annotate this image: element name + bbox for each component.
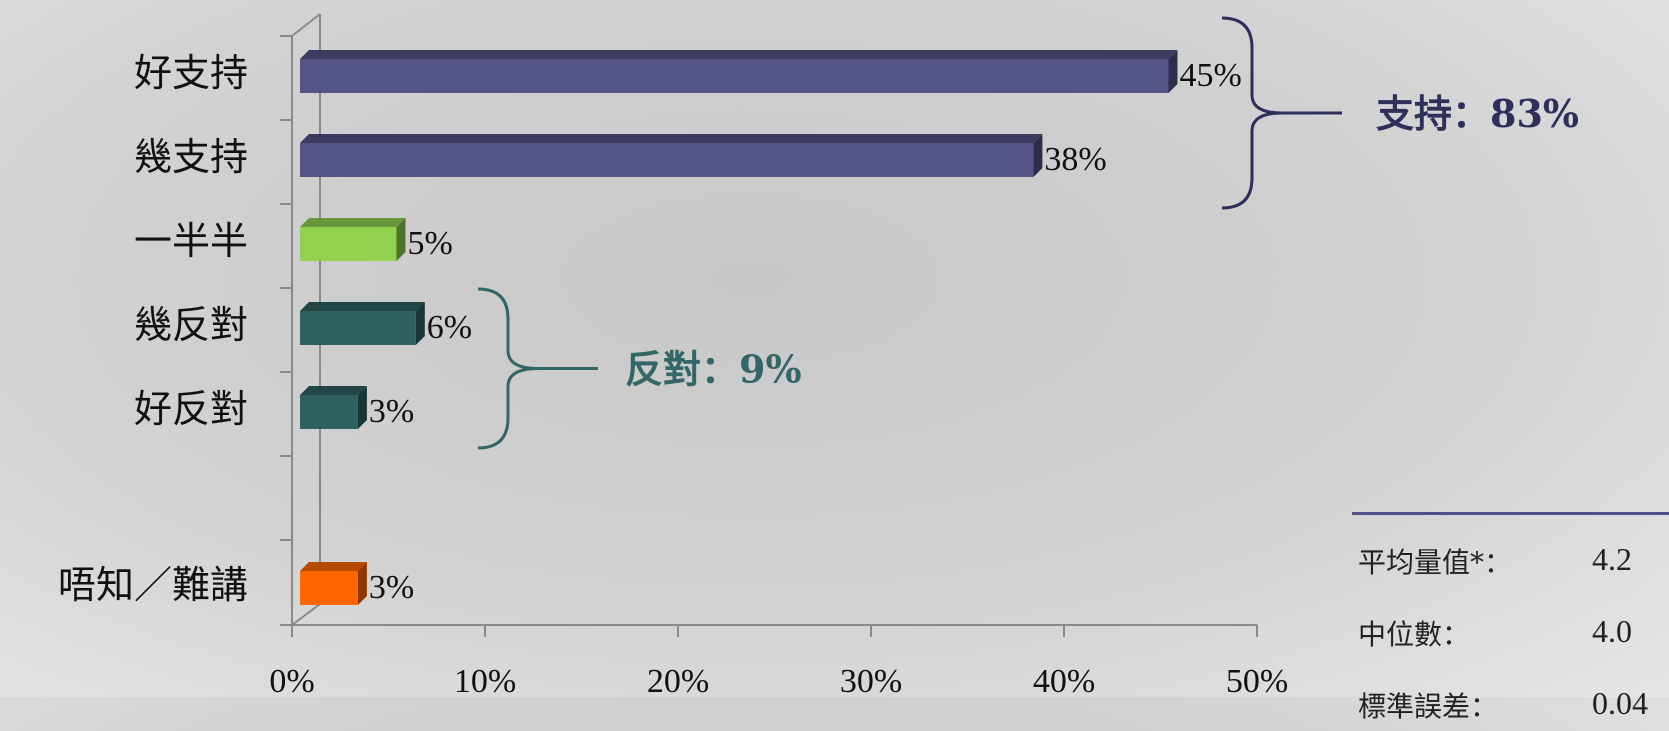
x-tick-label: 50% [1226,663,1288,697]
group-brace [1221,16,1342,210]
group-annotations: 支持：83% 反對：9% [477,16,1579,450]
value-label: 6% [427,309,472,346]
value-label: 3% [369,393,414,430]
summary-stats: 平均量值*： 4.2 中位數： 4.0 標準誤差： 0.04 [1352,512,1669,731]
x-axis-ticks: 0% 10% 20% 30% 40% 50% [269,625,1288,697]
value-label: 3% [369,569,414,606]
bar [300,134,1043,177]
x-tick-label: 30% [840,663,902,697]
stat-row-mean: 平均量值*： 4.2 [1352,515,1669,587]
bars [300,50,1178,605]
x-tick-label: 10% [454,663,516,697]
x-tick-label: 20% [647,663,709,697]
category-label: 好反對 [134,387,248,431]
category-label: 好支持 [134,51,248,95]
stat-value-stderr: 0.04 [1592,685,1648,721]
category-label: 唔知／難講 [58,563,248,607]
category-label: 幾反對 [134,303,248,347]
stat-value-median: 4.0 [1592,613,1632,649]
bar [300,562,367,605]
category-label: 一半半 [134,219,248,263]
value-label: 5% [408,225,453,262]
category-label: 幾支持 [134,135,248,179]
bar [300,302,425,345]
group-label: 反對：9% [625,347,802,392]
row-ticks [280,35,292,626]
stat-name-stderr: 標準誤差： [1358,690,1499,723]
bar [300,218,406,261]
group-brace [477,287,598,450]
value-label: 38% [1044,141,1106,178]
stat-row-stderr: 標準誤差： 0.04 [1352,659,1669,731]
stat-name-mean: 平均量值*： [1358,546,1513,579]
stat-value-mean: 4.2 [1592,541,1632,577]
bar [300,50,1178,93]
x-tick-label: 0% [269,663,314,697]
stat-name-median: 中位數： [1358,618,1471,651]
value-label: 45% [1180,57,1242,94]
stat-row-median: 中位數： 4.0 [1352,587,1669,659]
value-labels: 45% 38% 5% 6% 3% 3% [369,57,1242,606]
x-tick-label: 40% [1033,663,1095,697]
bar [300,386,367,429]
group-label: 支持：83% [1376,91,1579,136]
